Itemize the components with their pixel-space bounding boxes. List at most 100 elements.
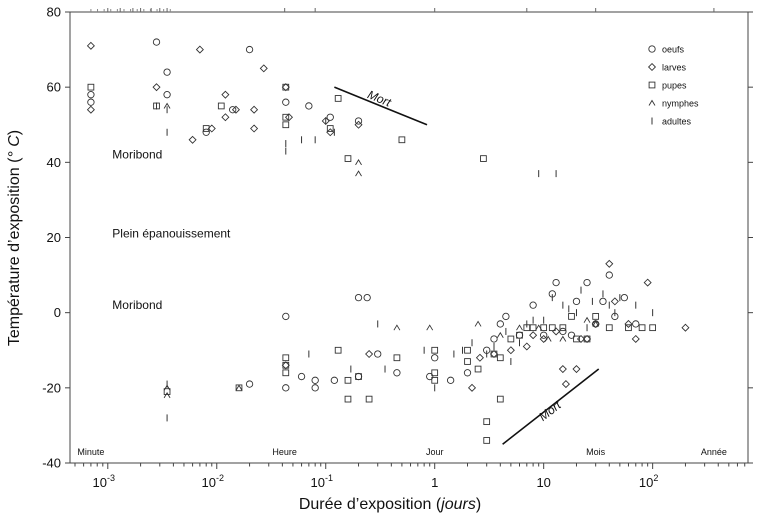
y-tick-label: -40 bbox=[42, 456, 61, 471]
oeufs-point bbox=[87, 98, 95, 106]
larves-point bbox=[284, 113, 294, 122]
legend-pupes-label: pupes bbox=[662, 81, 687, 91]
x-tick-exponent: -2 bbox=[216, 473, 224, 483]
oeufs-point bbox=[245, 45, 254, 54]
y-axis-title: Température d’exposition (° C) bbox=[6, 130, 23, 346]
larves-point bbox=[281, 361, 290, 370]
pupes-point bbox=[464, 358, 471, 365]
x-tick-label: 10-2 bbox=[202, 473, 224, 490]
mort-label: Mort bbox=[536, 398, 564, 424]
oeufs-point bbox=[354, 293, 363, 302]
nymphes-point bbox=[544, 335, 552, 342]
y-tick-label: 40 bbox=[47, 155, 61, 170]
larves-point bbox=[188, 135, 197, 144]
legend-nymphes-label: nymphes bbox=[662, 99, 699, 109]
pupes-point bbox=[344, 155, 352, 162]
time-scale-label: Jour bbox=[426, 447, 444, 457]
pupes-point bbox=[540, 324, 548, 332]
larves-point bbox=[281, 83, 290, 92]
oeufs-point bbox=[572, 297, 581, 306]
larves-point bbox=[365, 349, 374, 359]
time-scale-label: Année bbox=[701, 447, 727, 457]
larves-point bbox=[354, 120, 363, 129]
oeufs-point bbox=[363, 293, 371, 302]
oeufs-point bbox=[426, 372, 434, 381]
pupes-point bbox=[334, 346, 342, 354]
pupes-point bbox=[649, 324, 656, 332]
pupes-point bbox=[163, 388, 171, 395]
pupes-point bbox=[480, 155, 487, 162]
oeufs-point bbox=[567, 331, 576, 339]
x-tick-base: 10 bbox=[93, 475, 107, 490]
legend-larves-label: larves bbox=[662, 63, 687, 73]
oeufs-point bbox=[163, 91, 171, 99]
pupes-point bbox=[573, 335, 580, 343]
oeufs-point bbox=[305, 102, 313, 110]
pupes-point bbox=[393, 354, 401, 362]
oeufs-point bbox=[605, 271, 613, 279]
x-tick-label: 10-1 bbox=[310, 473, 332, 490]
pupes-point bbox=[638, 324, 646, 332]
pupes-point bbox=[464, 346, 471, 354]
nymphes-point bbox=[355, 170, 362, 177]
mort-boundary-line bbox=[334, 86, 428, 126]
x-axis-title: Durée d’exposition (jours) bbox=[299, 496, 481, 513]
larves-point bbox=[221, 113, 230, 122]
pupes-point bbox=[548, 324, 556, 332]
oeufs-point bbox=[620, 293, 629, 302]
oeufs-point bbox=[311, 384, 319, 392]
pupes-point bbox=[568, 313, 575, 320]
larves-point bbox=[583, 334, 592, 344]
pupes-point bbox=[365, 395, 373, 403]
legend: oeufs larves pupes nymphes adultes bbox=[642, 34, 722, 134]
legend-larves-marker bbox=[647, 62, 657, 72]
legend-oeufs-label: oeufs bbox=[662, 45, 685, 55]
region-label: Moribond bbox=[112, 148, 162, 162]
oeufs-point bbox=[552, 278, 560, 287]
region-label: Moribond bbox=[112, 298, 162, 312]
oeufs-point bbox=[354, 117, 363, 125]
pupes-point bbox=[282, 369, 290, 377]
oeufs-point bbox=[559, 327, 567, 336]
pupes-point bbox=[474, 365, 482, 373]
pupes-point bbox=[483, 437, 491, 444]
oeufs-point bbox=[496, 320, 504, 328]
mort-boundary-layer bbox=[334, 86, 600, 445]
pupes-point bbox=[483, 418, 491, 426]
larves-point bbox=[591, 319, 600, 328]
oeufs-point bbox=[354, 372, 363, 381]
oeufs-point bbox=[463, 369, 472, 377]
nymphes-point bbox=[535, 324, 543, 331]
x-tick-label: 10-3 bbox=[93, 473, 115, 490]
oeufs-point bbox=[632, 320, 640, 328]
pupes-point bbox=[217, 102, 225, 110]
larves-point bbox=[86, 105, 95, 114]
pupes-point bbox=[496, 354, 504, 362]
oeufs-point bbox=[490, 335, 498, 343]
legend-adultes-label: adultes bbox=[662, 117, 692, 127]
oeufs-point bbox=[282, 384, 290, 392]
oeufs-point bbox=[599, 297, 607, 306]
pupes-point bbox=[507, 335, 515, 343]
pupes-point bbox=[605, 324, 613, 332]
larves-point bbox=[195, 45, 204, 54]
oeufs-point bbox=[297, 372, 306, 381]
pupes-point bbox=[344, 395, 352, 403]
larves-point bbox=[572, 365, 581, 374]
y-tick-label: -20 bbox=[42, 380, 61, 395]
pupes-point bbox=[490, 350, 498, 358]
oeufs-point bbox=[540, 331, 548, 339]
pupes-point bbox=[398, 136, 406, 144]
pupes-point bbox=[282, 361, 290, 369]
oeufs-point bbox=[431, 354, 439, 362]
time-scale-label: Mois bbox=[586, 447, 606, 457]
x-tick-label: 10 bbox=[536, 475, 550, 490]
nymphes-point bbox=[163, 102, 171, 109]
larves-point bbox=[250, 105, 259, 114]
larves-point bbox=[475, 353, 484, 362]
pupes-point bbox=[559, 324, 567, 332]
pupes-point bbox=[592, 313, 600, 320]
legend-oeufs-marker bbox=[648, 45, 656, 53]
larves-point bbox=[152, 83, 161, 92]
